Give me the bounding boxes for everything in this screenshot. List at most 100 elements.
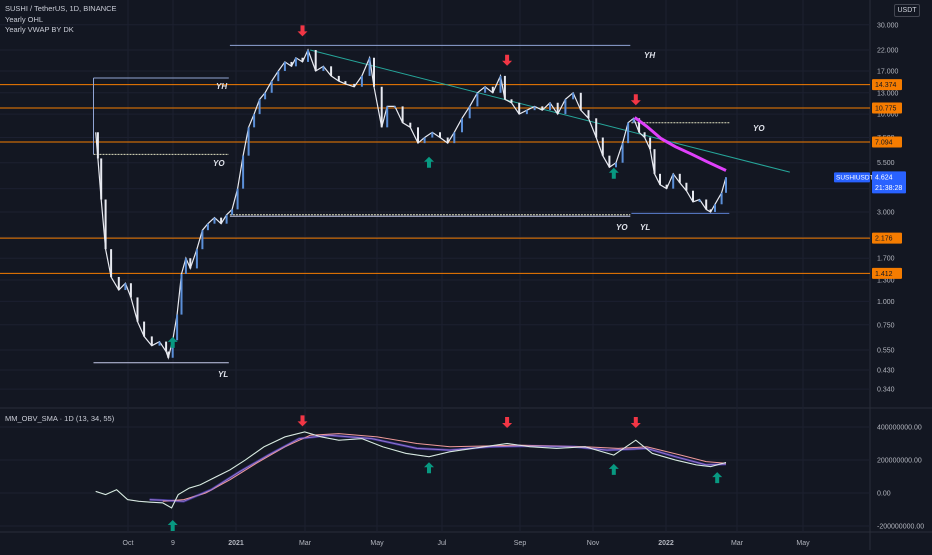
trendline bbox=[310, 49, 790, 173]
symbol-title[interactable]: SUSHI / TetherUS, 1D, BINANCE bbox=[5, 4, 117, 13]
candle bbox=[725, 177, 727, 193]
candle bbox=[632, 118, 635, 123]
sell-signal-arrow bbox=[297, 25, 308, 37]
candle bbox=[608, 155, 611, 168]
level-label: 2.176 bbox=[875, 236, 893, 243]
level-tag bbox=[872, 136, 902, 148]
candle bbox=[601, 137, 604, 156]
obv-y-tick-label: 400000000.00 bbox=[877, 425, 922, 432]
candle bbox=[659, 173, 661, 185]
indicator-yearly-ohl[interactable]: Yearly OHL bbox=[5, 14, 44, 24]
y-tick-label: 0.430 bbox=[877, 368, 895, 375]
candle bbox=[556, 102, 559, 115]
candle bbox=[344, 81, 347, 84]
currency-badge[interactable]: USDT bbox=[894, 4, 920, 17]
buy-signal-arrow bbox=[608, 167, 619, 179]
candle bbox=[678, 173, 681, 183]
obv-sell-arrow bbox=[630, 417, 641, 429]
y-tick-label: 30.000 bbox=[877, 22, 899, 29]
obv-sma-red-line bbox=[162, 433, 727, 502]
obv-indicator-title[interactable]: MM_OBV_SMA · 1D (13, 34, 55) bbox=[5, 414, 115, 423]
level-tag bbox=[872, 267, 902, 279]
candle bbox=[330, 66, 333, 76]
x-tick-label: 9 bbox=[171, 540, 175, 547]
candle bbox=[431, 132, 434, 138]
candle bbox=[692, 190, 694, 202]
obv-y-tick-label: -200000000.00 bbox=[877, 524, 924, 531]
candle bbox=[484, 86, 487, 93]
y-tick-label: 1.700 bbox=[877, 256, 895, 263]
candle bbox=[143, 321, 146, 337]
obv-buy-arrow bbox=[424, 462, 434, 474]
symbol-tag bbox=[834, 172, 870, 183]
candle bbox=[698, 199, 701, 202]
obv-sma-purple-line bbox=[149, 434, 727, 502]
x-tick-label: May bbox=[796, 540, 810, 547]
candle bbox=[417, 127, 419, 144]
obv-buy-arrow bbox=[167, 520, 178, 531]
candle bbox=[100, 158, 103, 200]
candle bbox=[283, 61, 286, 71]
candle bbox=[672, 173, 675, 189]
last-price-tag[interactable] bbox=[872, 171, 906, 194]
candle bbox=[685, 182, 688, 191]
ohl-label: YO bbox=[213, 159, 225, 168]
level-tag bbox=[872, 232, 902, 244]
x-tick-label: Oct bbox=[123, 540, 134, 547]
obv-y-tick-label: 0.00 bbox=[877, 491, 891, 498]
candle bbox=[491, 86, 494, 93]
candle bbox=[322, 66, 325, 71]
candle bbox=[264, 92, 267, 100]
candle bbox=[665, 184, 668, 189]
x-tick-label: May bbox=[370, 540, 384, 547]
level-tag bbox=[872, 79, 902, 91]
indicator-yearly-vwap[interactable]: Yearly VWAP BY DK bbox=[5, 25, 74, 34]
candle bbox=[549, 102, 551, 111]
candle bbox=[167, 351, 170, 358]
yearly-vwap-line bbox=[633, 116, 727, 172]
candle bbox=[638, 118, 641, 133]
x-tick-label: 2021 bbox=[228, 540, 244, 547]
candle bbox=[564, 99, 567, 115]
symbol-tag-label: SUSHIUSDT bbox=[836, 174, 874, 181]
obv-line bbox=[95, 431, 727, 509]
candle bbox=[184, 258, 187, 275]
x-tick-label: Jul bbox=[438, 540, 447, 547]
level-label: 7.094 bbox=[875, 140, 893, 147]
candle bbox=[373, 57, 375, 87]
candle bbox=[533, 106, 536, 111]
candle bbox=[158, 341, 161, 346]
candle bbox=[225, 214, 228, 224]
candle bbox=[294, 57, 297, 67]
candle bbox=[290, 61, 293, 67]
ohl-label: YO bbox=[616, 223, 628, 232]
candle bbox=[541, 106, 544, 111]
y-tick-label: 17.000 bbox=[877, 68, 899, 75]
countdown-value: 21:38:28 bbox=[875, 185, 902, 192]
candle bbox=[595, 118, 598, 138]
candle bbox=[446, 137, 449, 144]
x-tick-label: Mar bbox=[731, 540, 744, 547]
candle bbox=[709, 209, 712, 213]
y-tick-label: 1.300 bbox=[877, 278, 895, 285]
candle bbox=[110, 249, 113, 277]
sell-signal-arrow bbox=[630, 94, 641, 106]
x-tick-label: Nov bbox=[587, 540, 600, 547]
candle bbox=[206, 223, 209, 231]
candle bbox=[353, 83, 356, 87]
candle bbox=[720, 192, 723, 205]
candle bbox=[96, 132, 99, 159]
candle bbox=[171, 340, 174, 358]
y-tick-label: 0.340 bbox=[877, 387, 895, 394]
candle bbox=[714, 204, 716, 213]
candle bbox=[360, 75, 363, 87]
candle bbox=[439, 132, 441, 138]
candle bbox=[615, 162, 617, 168]
candle bbox=[499, 75, 502, 93]
candle bbox=[165, 341, 168, 352]
candle bbox=[220, 217, 223, 224]
candle bbox=[525, 110, 528, 115]
candle bbox=[476, 92, 479, 107]
